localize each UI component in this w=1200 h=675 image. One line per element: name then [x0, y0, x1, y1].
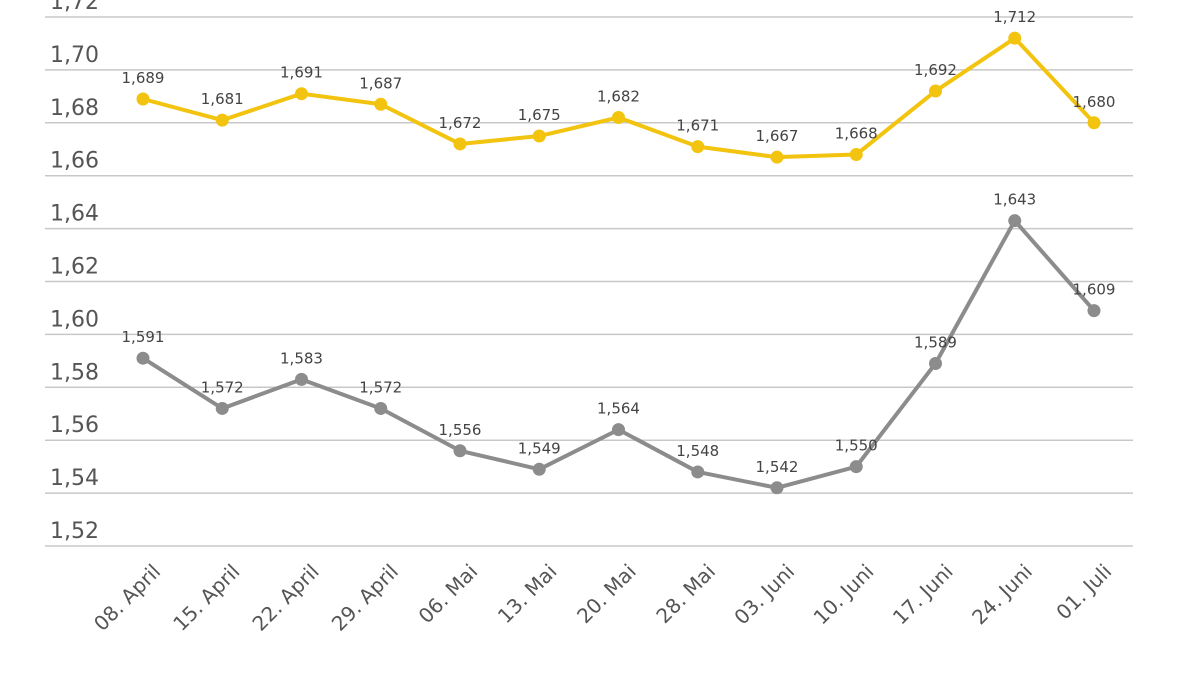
data-point: [849, 460, 863, 474]
value-label: 1,572: [201, 378, 244, 396]
x-tick-label: 17. Juni: [888, 559, 958, 629]
y-tick-label: 1,64: [50, 202, 99, 227]
data-point: [770, 481, 784, 495]
data-point: [532, 129, 546, 143]
x-tick-label: 13. Mai: [493, 559, 562, 628]
data-point: [532, 462, 546, 476]
data-point: [1008, 214, 1022, 228]
x-tick-label: 15. April: [168, 559, 244, 635]
value-label: 1,583: [280, 349, 323, 367]
data-point: [453, 444, 467, 458]
x-tick-label: 28. Mai: [651, 559, 720, 628]
x-tick-label: 08. April: [89, 559, 165, 635]
data-point: [691, 140, 705, 154]
data-point: [215, 113, 229, 127]
data-point: [770, 150, 784, 164]
y-tick-label: 1,70: [50, 43, 99, 68]
data-point: [453, 137, 467, 151]
data-point: [136, 351, 150, 365]
data-point: [136, 92, 150, 106]
data-point: [691, 465, 705, 479]
data-point: [929, 84, 942, 98]
value-label: 1,572: [359, 378, 402, 396]
x-tick-label: 29. April: [327, 559, 403, 635]
y-tick-label: 1,60: [50, 307, 99, 332]
x-tick-label: 10. Juni: [809, 559, 879, 629]
value-label: 1,591: [122, 328, 165, 346]
value-label: 1,681: [201, 90, 244, 108]
y-tick-label: 1,58: [50, 360, 99, 385]
y-tick-label: 1,62: [50, 255, 99, 280]
x-tick-label: 20. Mai: [572, 559, 641, 628]
value-label: 1,556: [439, 421, 482, 439]
data-point: [612, 423, 625, 437]
data-point: [295, 372, 308, 386]
data-point: [612, 111, 625, 125]
x-tick-label: 03. Juni: [729, 559, 799, 629]
data-point: [215, 401, 229, 415]
value-label: 1,687: [359, 74, 402, 92]
value-label: 1,609: [1073, 281, 1116, 299]
value-label: 1,668: [835, 125, 878, 143]
value-label: 1,667: [756, 127, 799, 145]
data-point: [374, 97, 388, 111]
value-label: 1,692: [914, 61, 957, 79]
y-tick-label: 1,66: [50, 149, 99, 174]
x-tick-label: 24. Juni: [967, 559, 1037, 629]
data-point: [1087, 116, 1101, 130]
data-point: [1087, 304, 1101, 318]
data-point: [929, 356, 942, 370]
value-label: 1,671: [676, 117, 719, 135]
value-label: 1,548: [676, 442, 719, 460]
data-point: [295, 87, 308, 101]
y-tick-label: 1,52: [50, 519, 99, 544]
x-tick-label: 06. Mai: [414, 559, 483, 628]
value-label: 1,564: [597, 400, 640, 418]
x-tick-label: 01. Juli: [1051, 559, 1116, 624]
value-label: 1,643: [993, 191, 1036, 209]
data-point: [849, 148, 863, 162]
y-tick-label: 1,54: [50, 466, 99, 491]
x-tick-label: 22. April: [247, 559, 323, 635]
y-tick-label: 1,72: [50, 0, 99, 15]
value-label: 1,691: [280, 64, 323, 82]
value-label: 1,680: [1073, 93, 1116, 111]
y-tick-label: 1,56: [50, 413, 99, 438]
value-label: 1,542: [756, 458, 799, 476]
value-label: 1,675: [518, 106, 561, 124]
value-label: 1,672: [439, 114, 482, 132]
value-label: 1,682: [597, 88, 640, 106]
value-label: 1,589: [914, 333, 957, 351]
value-label: 1,689: [122, 69, 165, 87]
value-label: 1,712: [993, 8, 1036, 26]
value-label: 1,550: [835, 437, 878, 455]
y-tick-label: 1,68: [50, 96, 99, 121]
data-point: [1008, 31, 1022, 45]
data-point: [374, 401, 388, 415]
value-label: 1,549: [518, 439, 561, 457]
